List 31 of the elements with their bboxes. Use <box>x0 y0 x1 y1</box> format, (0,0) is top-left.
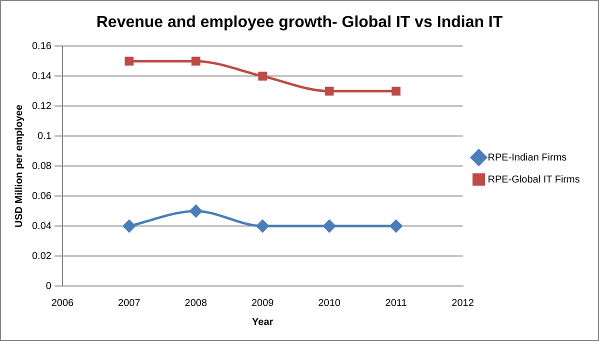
y-tick-label: 0.02 <box>32 250 52 262</box>
x-tick-label: 2007 <box>118 298 141 309</box>
point <box>122 220 136 232</box>
x-tick-label: 2012 <box>452 298 474 309</box>
point <box>256 220 269 232</box>
y-tick-label: 0 <box>46 280 52 292</box>
point <box>191 56 200 66</box>
point <box>324 86 334 96</box>
y-tick-label: 0.04 <box>32 220 52 232</box>
x-tick-label: 2009 <box>251 298 274 309</box>
point <box>124 56 134 66</box>
y-tick-label: 0.1 <box>38 130 52 142</box>
y-tick-label: 0.12 <box>32 100 52 112</box>
x-tick-label: 2006 <box>51 298 74 309</box>
chart-title: Revenue and employee growth- Global IT vs Indian IT <box>96 14 503 32</box>
y-tick-label: 0.06 <box>32 190 52 202</box>
point <box>258 72 268 81</box>
y-axis-title: USD Million per employee <box>14 104 25 228</box>
y-tick-label: 0.16 <box>32 40 52 52</box>
y-tick-label: 0.08 <box>32 160 52 172</box>
point <box>323 220 336 232</box>
legend-label: RPE-Indian Firms <box>488 152 567 164</box>
x-tick-label: 2010 <box>318 298 341 309</box>
y-tick-label: 0.14 <box>32 70 52 82</box>
point <box>190 204 202 218</box>
point <box>390 220 402 232</box>
x-tick-label: 2008 <box>184 298 208 309</box>
x-tick-label: 2011 <box>385 298 408 309</box>
x-axis-title: Year <box>252 316 274 328</box>
legend-label: RPE-Global IT Firms <box>488 174 580 186</box>
point <box>392 86 400 96</box>
